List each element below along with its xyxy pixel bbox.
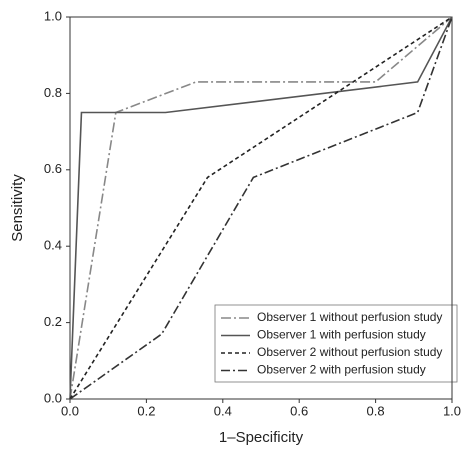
y-tick-label: 0.4 [44,238,62,253]
x-tick-label: 1.0 [443,403,461,418]
x-tick-label: 0.0 [61,403,79,418]
y-tick-label: 0.0 [44,390,62,405]
y-tick-label: 0.2 [44,314,62,329]
y-axis-title: Sensitivity [9,174,26,242]
legend-label: Observer 2 without perfusion study [257,345,442,359]
x-tick-label: 0.8 [367,403,385,418]
x-tick-label: 0.6 [290,403,308,418]
x-tick-label: 0.2 [137,403,155,418]
legend-label: Observer 1 without perfusion study [257,310,442,324]
roc-line [69,16,453,400]
roc-line [69,16,453,400]
x-tick-label: 0.4 [214,403,232,418]
y-tick-label: 1.0 [44,8,62,23]
legend-label: Observer 2 with perfusion study [257,363,426,377]
y-tick-label: 0.6 [44,161,62,176]
legend-label: Observer 1 with perfusion study [257,328,426,342]
roc-line [69,16,453,400]
x-axis-title: 1–Specificity [219,429,304,446]
roc-line [69,16,453,400]
legend-box [214,304,458,383]
plot-frame [69,16,453,400]
y-tick-label: 0.8 [44,85,62,100]
